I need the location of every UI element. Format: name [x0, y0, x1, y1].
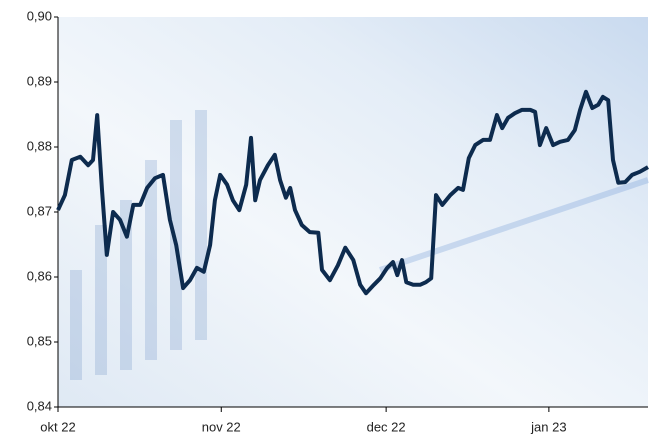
y-tick-label: 0,88 — [27, 138, 52, 153]
y-tick-label: 0,86 — [27, 268, 52, 283]
y-tick-label: 0,84 — [27, 398, 52, 413]
plot-background — [58, 17, 648, 407]
y-tick-label: 0,87 — [27, 203, 52, 218]
decoration — [70, 110, 649, 380]
x-tick-label: dec 22 — [367, 419, 406, 434]
y-tick-label: 0,90 — [27, 8, 52, 23]
x-tick-label: nov 22 — [202, 419, 241, 434]
y-tick-label: 0,85 — [27, 333, 52, 348]
x-tick-label: jan 23 — [530, 419, 566, 434]
y-tick-label: 0,89 — [27, 73, 52, 88]
x-tick-label: okt 22 — [40, 419, 75, 434]
data-line — [56, 89, 649, 296]
